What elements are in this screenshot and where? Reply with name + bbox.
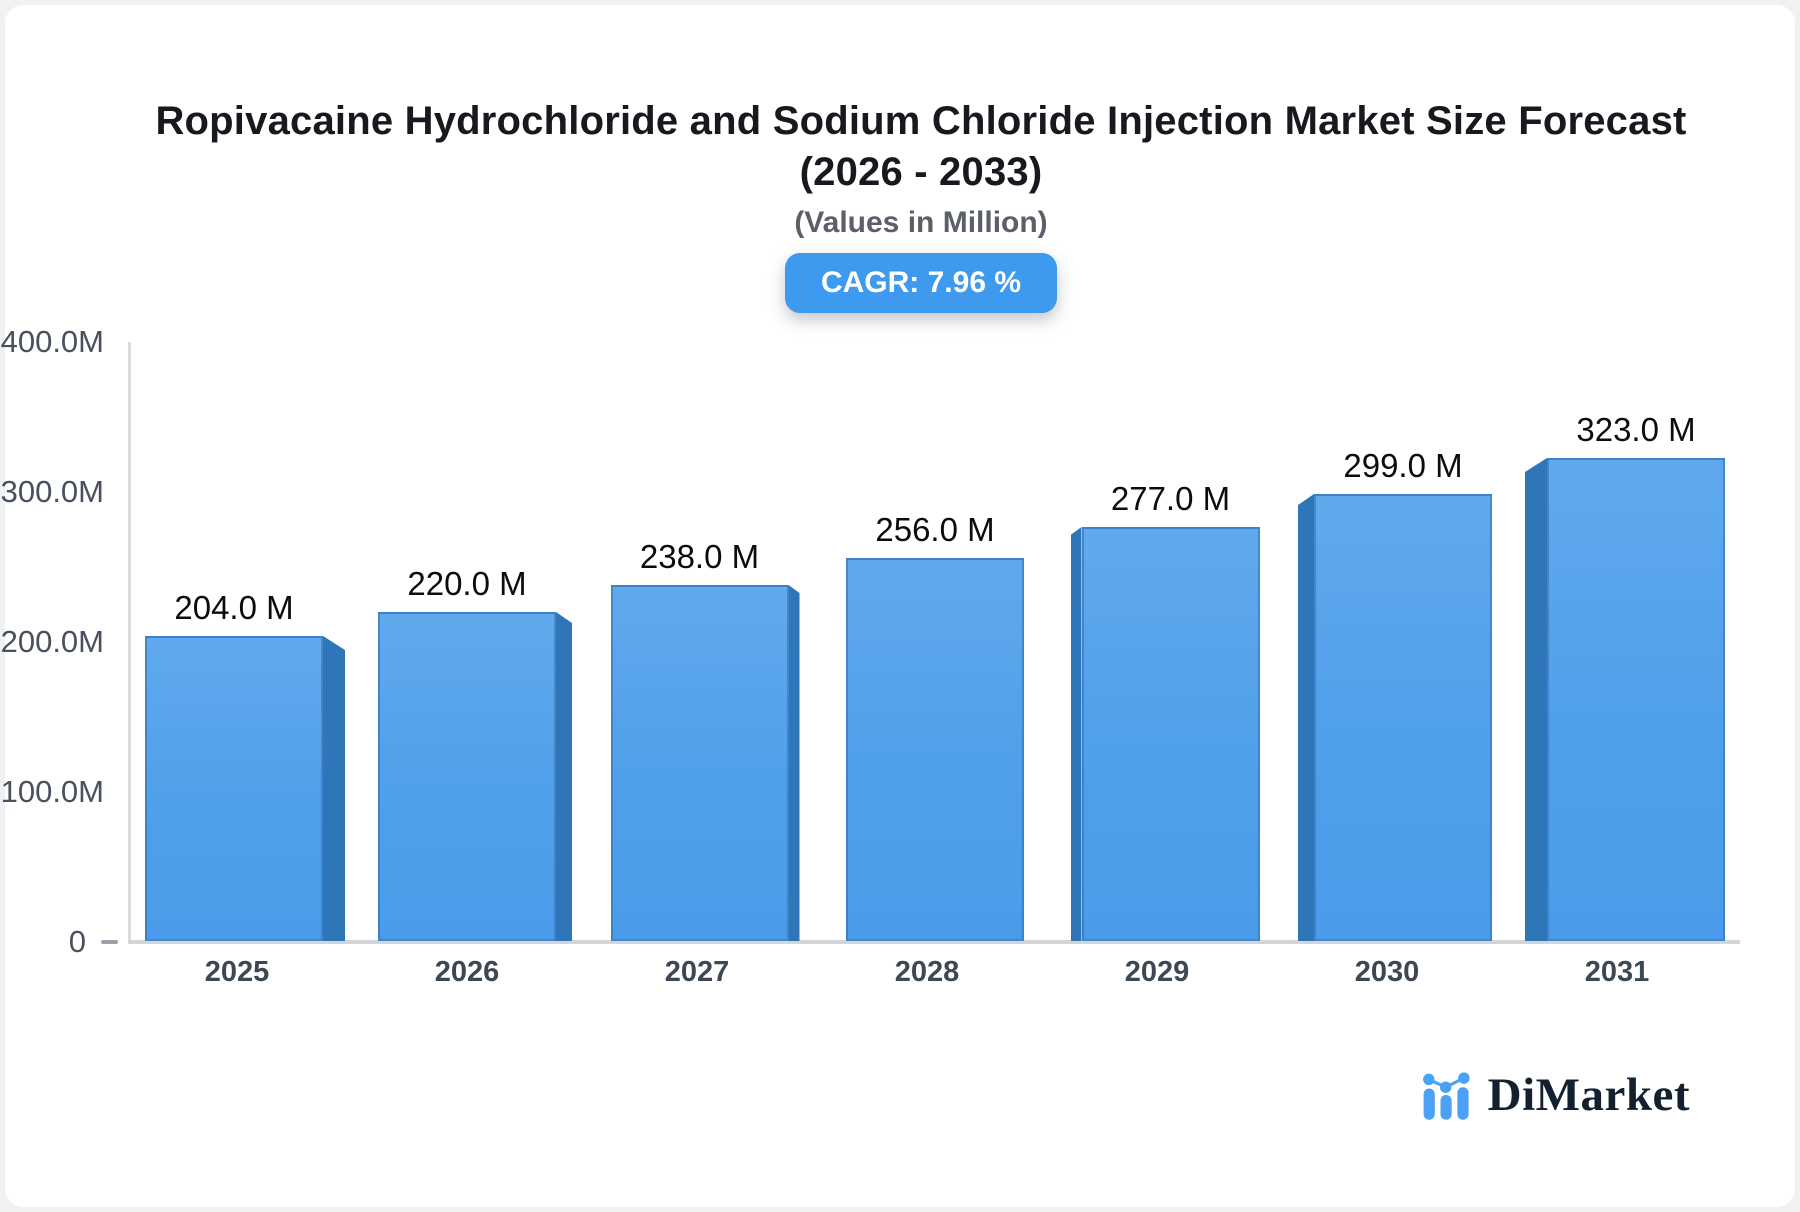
bar-side [1525,458,1547,941]
x-tick-label: 2027 [664,956,730,988]
x-tick-label: 2028 [894,956,960,988]
y-axis-line [128,342,131,942]
bar-face [378,612,556,941]
chart-subtitle: (Values in Million) [794,206,1048,239]
y-tick-label: 200.0M [0,624,104,659]
chart-title-line2: (2026 - 2033) [799,150,1043,194]
bar-side [1298,494,1314,941]
bar-face [1547,458,1725,941]
x-tick-label: 2026 [434,956,500,988]
y-tick-label: 0 [68,924,86,959]
chart-header: Ropivacaine Hydrochloride and Sodium Chl… [0,96,1800,313]
y-tick-label: 100.0M [0,774,104,809]
brand-logo: DiMarket [1421,1068,1690,1122]
bar-side [1070,527,1082,941]
chart-title-line1: Ropivacaine Hydrochloride and Sodium Chl… [155,99,1687,143]
bar-value-label: 277.0 M [1110,480,1231,517]
bar-value-label: 299.0 M [1343,447,1463,484]
bar-side [788,585,800,941]
brand-logo-icon [1421,1069,1473,1121]
bar-side [323,636,345,941]
x-axis-line [128,940,1740,944]
bar-value-label: 238.0 M [639,538,760,575]
bar-face [145,636,323,941]
bar-face [846,558,1024,941]
bar-face [1081,527,1260,941]
bar-value-label: 323.0 M [1576,411,1696,448]
cagr-badge: CAGR: 7.96 % [784,253,1058,313]
x-tick-label: 2025 [204,956,270,988]
brand-name: DiMarket [1487,1069,1690,1121]
bar-face [1314,494,1492,941]
y-tick-label: 300.0M [0,474,104,509]
bar-value-label: 220.0 M [407,565,527,602]
bar-side [556,612,572,941]
y-tick-label: 400.0M [0,324,104,359]
bar-value-label: 256.0 M [875,511,995,548]
bar-face [610,585,789,941]
x-tick-label: 2030 [1354,956,1420,988]
zero-tick-dash [101,940,118,944]
x-tick-label: 2031 [1584,956,1650,988]
bar-value-label: 204.0 M [174,589,294,626]
x-tick-label: 2029 [1124,956,1190,988]
